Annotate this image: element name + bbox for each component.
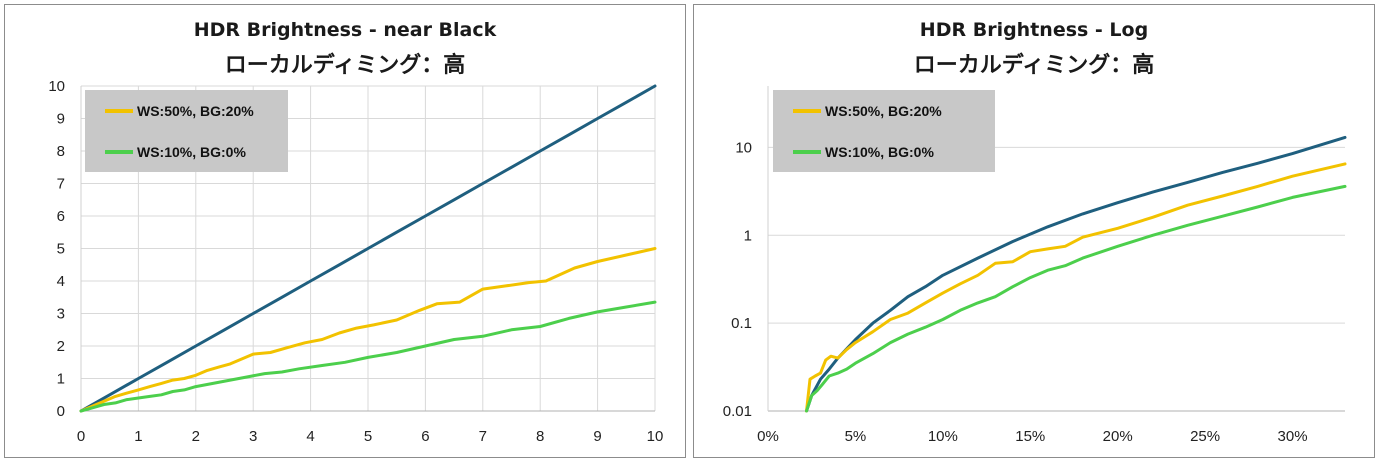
x-tick-label: 7 — [479, 428, 487, 445]
x-tick-label: 5 — [364, 428, 372, 445]
series-line-1 — [805, 162, 1347, 413]
chart-panel-near-black: HDR Brightness - near Black ローカルディミング：高 … — [4, 4, 686, 458]
y-tick-label: 10 — [735, 139, 752, 156]
legend-label: WS:50%, BG:20% — [825, 103, 942, 119]
y-tick-label: 0.01 — [723, 403, 752, 420]
series-line-0 — [79, 84, 657, 413]
y-tick-label: 1 — [744, 227, 752, 244]
x-tick-label: 0% — [757, 428, 779, 445]
x-tick-label: 3 — [249, 428, 257, 445]
legend-box — [85, 90, 288, 172]
chart-near-black: HDR Brightness - near Black ローカルディミング：高 … — [48, 19, 664, 445]
y-tick-label: 4 — [57, 273, 65, 290]
y-tick-label: 6 — [57, 208, 65, 225]
x-tick-label: 6 — [421, 428, 429, 445]
chart-title: HDR Brightness - Log — [920, 19, 1148, 41]
legend-label: WS:10%, BG:0% — [825, 144, 934, 160]
series-line-2 — [805, 184, 1347, 413]
x-tick-label: 1 — [134, 428, 142, 445]
x-tick-label: 9 — [593, 428, 601, 445]
y-tick-label: 0.1 — [731, 315, 752, 332]
x-tick-label: 8 — [536, 428, 544, 445]
y-tick-label: 1 — [57, 371, 65, 388]
x-tick-label: 0 — [77, 428, 85, 445]
chart-log: HDR Brightness - Log ローカルディミング：高 0% 5% 10%… — [723, 19, 1347, 445]
x-tick-label: 5% — [845, 428, 867, 445]
chart-subtitle: ローカルディミング：高 — [914, 52, 1154, 78]
legend-label: WS:10%, BG:0% — [137, 144, 246, 160]
x-tick-label: 20% — [1103, 428, 1133, 445]
chart-subtitle: ローカルディミング：高 — [225, 52, 465, 78]
x-tick-label: 10% — [928, 428, 958, 445]
x-tick-label: 10 — [647, 428, 664, 445]
series-line-2 — [79, 300, 657, 413]
y-tick-label: 9 — [57, 111, 65, 128]
y-tick-label: 0 — [57, 403, 65, 420]
y-tick-label: 5 — [57, 241, 65, 258]
x-tick-label: 30% — [1278, 428, 1308, 445]
y-tick-label: 7 — [57, 176, 65, 193]
legend-label: WS:50%, BG:20% — [137, 103, 254, 119]
x-tick-label: 4 — [306, 428, 314, 445]
chart-panel-log: HDR Brightness - Log ローカルディミング：高 0% 5% 10%… — [693, 4, 1375, 458]
y-tick-label: 3 — [57, 306, 65, 323]
y-tick-label: 8 — [57, 143, 65, 160]
y-tick-label: 2 — [57, 338, 65, 355]
x-tick-label: 15% — [1015, 428, 1045, 445]
x-tick-label: 25% — [1190, 428, 1220, 445]
chart-title: HDR Brightness - near Black — [194, 19, 497, 41]
y-tick-label: 10 — [48, 78, 65, 95]
series-line-0 — [805, 135, 1347, 413]
series-line-1 — [79, 247, 657, 413]
legend-box — [773, 90, 995, 172]
x-tick-label: 2 — [192, 428, 200, 445]
